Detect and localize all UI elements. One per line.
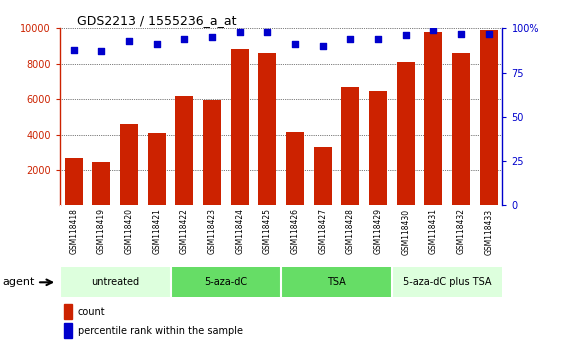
Bar: [65, 304, 73, 319]
Bar: [286, 132, 304, 205]
Bar: [397, 62, 415, 205]
Bar: [60, 267, 171, 297]
Text: percentile rank within the sample: percentile rank within the sample: [78, 326, 243, 336]
Text: GSM118429: GSM118429: [373, 209, 383, 255]
Text: GSM118423: GSM118423: [208, 209, 216, 255]
Point: [207, 34, 216, 40]
Point: [263, 29, 272, 35]
Text: untreated: untreated: [91, 277, 139, 287]
Point: [318, 43, 327, 49]
Bar: [148, 133, 166, 205]
Point: [429, 27, 438, 33]
Text: GSM118425: GSM118425: [263, 209, 272, 255]
Point: [484, 31, 493, 36]
Text: GSM118424: GSM118424: [235, 209, 244, 255]
Point: [97, 48, 106, 54]
Text: TSA: TSA: [327, 277, 346, 287]
Bar: [93, 162, 110, 205]
Text: GSM118432: GSM118432: [456, 209, 465, 255]
Bar: [171, 267, 282, 297]
Bar: [480, 30, 498, 205]
Bar: [392, 267, 502, 297]
Text: GSM118422: GSM118422: [180, 209, 189, 254]
Point: [456, 31, 465, 36]
Text: GSM118433: GSM118433: [484, 209, 493, 255]
Text: GSM118426: GSM118426: [291, 209, 300, 255]
Text: GSM118418: GSM118418: [69, 209, 78, 254]
Text: 5-aza-dC: 5-aza-dC: [204, 277, 247, 287]
Bar: [203, 100, 221, 205]
Text: GDS2213 / 1555236_a_at: GDS2213 / 1555236_a_at: [77, 14, 236, 27]
Text: count: count: [78, 307, 105, 316]
Point: [346, 36, 355, 42]
Bar: [120, 124, 138, 205]
Bar: [65, 324, 73, 338]
Text: GSM118420: GSM118420: [124, 209, 134, 255]
Point: [291, 41, 300, 47]
Text: GSM118421: GSM118421: [152, 209, 161, 254]
Bar: [175, 96, 194, 205]
Point: [152, 41, 162, 47]
Text: 5-aza-dC plus TSA: 5-aza-dC plus TSA: [403, 277, 492, 287]
Bar: [452, 53, 470, 205]
Point: [124, 38, 134, 44]
Text: agent: agent: [3, 277, 35, 287]
Text: GSM118419: GSM118419: [97, 209, 106, 255]
Bar: [231, 49, 249, 205]
Bar: [65, 159, 83, 205]
Bar: [341, 87, 359, 205]
Point: [373, 36, 383, 42]
Text: GSM118430: GSM118430: [401, 209, 410, 255]
Point: [69, 47, 78, 52]
Bar: [369, 91, 387, 205]
Text: GSM118431: GSM118431: [429, 209, 438, 255]
Text: GSM118428: GSM118428: [346, 209, 355, 254]
Bar: [313, 147, 332, 205]
Point: [235, 29, 244, 35]
Point: [401, 33, 410, 38]
Bar: [424, 32, 443, 205]
Text: GSM118427: GSM118427: [318, 209, 327, 255]
Bar: [282, 267, 392, 297]
Bar: [259, 53, 276, 205]
Point: [180, 36, 189, 42]
